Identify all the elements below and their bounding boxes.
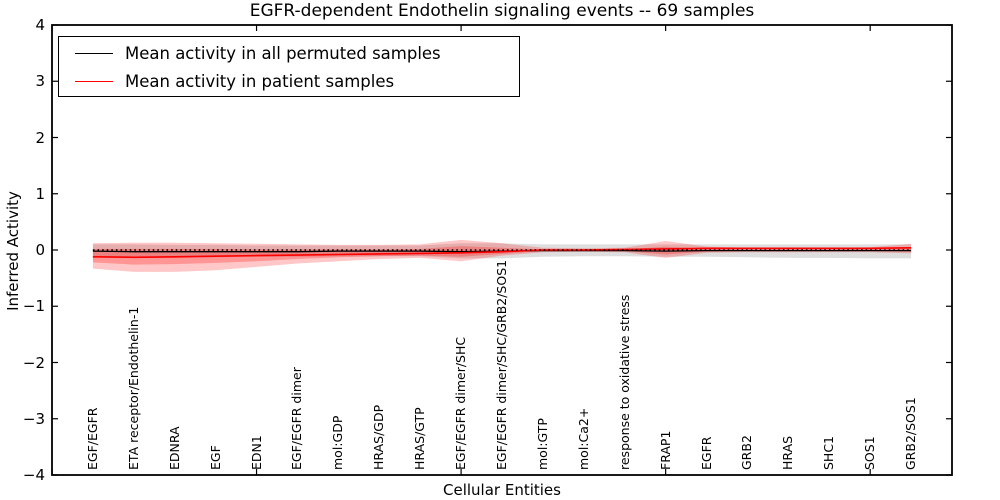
x-category-label: HRAS/GTP xyxy=(412,407,428,470)
y-tick-label: 4 xyxy=(35,16,45,34)
legend: Mean activity in all permuted samples Me… xyxy=(58,36,520,97)
y-tick-label: 1 xyxy=(35,184,45,203)
y-tick-label: 0 xyxy=(35,241,45,259)
x-category-label: HRAS xyxy=(780,435,796,470)
x-category-label: SHC1 xyxy=(821,435,837,470)
legend-label-patient: Mean activity in patient samples xyxy=(125,72,395,91)
chart-title: EGFR-dependent Endothelin signaling even… xyxy=(249,1,755,21)
y-tick-label: −4 xyxy=(22,466,45,484)
x-category-label: mol:GTP xyxy=(534,418,550,470)
legend-entry-permuted: Mean activity in all permuted samples xyxy=(59,41,519,67)
y-tick-label: 3 xyxy=(35,72,45,91)
patient-mean-line xyxy=(92,247,912,259)
x-category-label: EGF/EGFR xyxy=(84,407,100,470)
permuted-line-swatch xyxy=(75,53,113,54)
x-category-label: EGFR xyxy=(698,436,714,470)
x-category-label: GRB2 xyxy=(739,435,755,470)
x-category-label: response to oxidative stress xyxy=(616,294,632,470)
y-tick-label: 2 xyxy=(35,128,45,147)
y-tick-label: −3 xyxy=(22,409,45,428)
x-axis-label: Cellular Entities xyxy=(443,481,561,499)
x-category-label: EDNRA xyxy=(166,426,182,470)
x-category-label: mol:Ca2+ xyxy=(575,407,591,470)
x-category-label: ETA receptor/Endothelin-1 xyxy=(125,306,141,470)
x-category-label: EGF/EGFR dimer/SHC/GRB2/SOS1 xyxy=(494,259,509,470)
x-category-label: EDN1 xyxy=(248,435,264,470)
x-category-label: GRB2/SOS1 xyxy=(903,397,919,470)
x-category-label: EGF/EGFR dimer/SHC xyxy=(453,336,469,470)
x-category-label: SOS1 xyxy=(862,436,878,470)
x-category-label: EGF xyxy=(207,445,223,470)
y-tick-label: −2 xyxy=(22,353,45,372)
patient-line-swatch xyxy=(75,81,113,82)
x-category-label: HRAS/GDP xyxy=(371,404,387,470)
legend-entry-patient: Mean activity in patient samples xyxy=(59,69,519,95)
x-category-label: EGF/EGFR dimer xyxy=(289,367,305,470)
y-tick-label: −1 xyxy=(22,297,45,316)
x-category-label: mol:GDP xyxy=(330,415,346,470)
legend-label-permuted: Mean activity in all permuted samples xyxy=(125,44,441,63)
x-category-label: FRAP1 xyxy=(657,430,673,470)
